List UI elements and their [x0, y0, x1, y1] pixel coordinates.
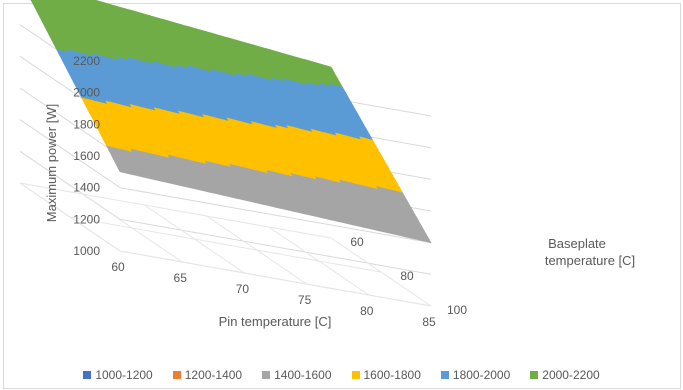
z-tick-label: 1400: [73, 181, 100, 195]
legend-label: 1200-1400: [184, 368, 243, 382]
z-axis-title: Maximum power [W]: [44, 104, 59, 222]
legend: 1000-1200 1200-1400 1400-1600 1600-1800 1800…: [0, 366, 683, 384]
x-tick-label: 75: [298, 293, 312, 307]
legend-item: 1800-2000: [440, 366, 511, 384]
legend-item: 1200-1400: [172, 366, 243, 384]
gridline-y-100: [119, 250, 432, 307]
legend-swatch: [530, 371, 539, 379]
y-tick-label: 100: [447, 303, 467, 317]
legend-swatch: [440, 371, 449, 379]
x-tick-label: 85: [422, 315, 436, 329]
legend-swatch: [172, 371, 181, 379]
axis-labels: 1000 1200 1400 1600 1800 2000 2200 60 65 70 75 80 85…: [44, 54, 635, 329]
y-axis-title: Baseplate temperature [C]: [545, 236, 635, 268]
legend-item: 1600-1800: [351, 366, 421, 384]
y-tick-label: 80: [400, 269, 414, 283]
legend-label: 1400-1600: [274, 368, 332, 382]
legend-label: 1800-2000: [452, 368, 511, 382]
y-tick-label: 60: [350, 235, 364, 249]
surface-bands: [30, 0, 432, 244]
legend-swatch: [351, 371, 360, 379]
gridline-z-1400: [19, 119, 432, 244]
x-tick-label: 70: [236, 282, 250, 296]
x-tick-label: 65: [174, 271, 188, 285]
legend-swatch: [262, 371, 271, 379]
z-tick-label: 1200: [73, 212, 100, 226]
z-tick-label: 2000: [73, 86, 100, 100]
x-axis-title: Pin temperature [C]: [219, 314, 332, 329]
legend-item: 1000-1200: [83, 366, 153, 384]
legend-item: 2000-2200: [530, 366, 600, 384]
legend-label: 1000-1200: [95, 368, 153, 382]
z-tick-label: 1600: [73, 149, 100, 163]
z-tick-label: 1000: [73, 244, 100, 258]
gridline-y-80: [69, 216, 382, 273]
legend-label: 2000-2200: [542, 368, 600, 382]
x-tick-label: 80: [360, 304, 374, 318]
surface-chart: 1000 1200 1400 1600 1800 2000 2200 60 65 70 75 80 85…: [19, 0, 635, 329]
z-tick-label: 1800: [73, 117, 100, 131]
x-tick-label: 60: [111, 260, 125, 274]
legend-swatch: [83, 371, 92, 379]
gridline-y-60: [19, 182, 332, 239]
legend-label: 1600-1800: [363, 368, 421, 382]
z-tick-label: 2200: [73, 54, 100, 68]
surface-patch: [415, 236, 432, 244]
legend-item: 1400-1600: [262, 366, 332, 384]
